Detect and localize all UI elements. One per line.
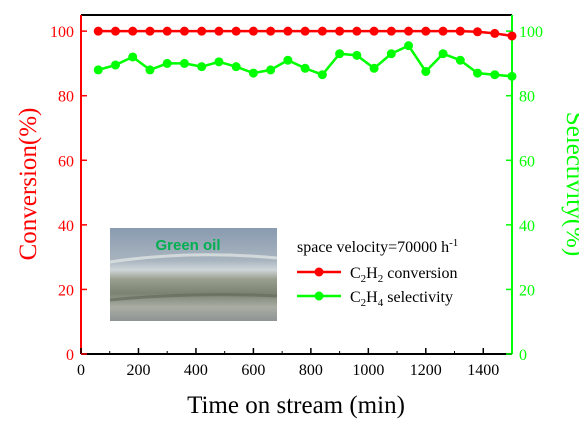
- x-tick-label: 0: [77, 362, 85, 379]
- data-point-selectivity: [179, 58, 189, 68]
- data-point-selectivity: [93, 65, 103, 75]
- data-point-conversion: [317, 26, 327, 36]
- data-point-conversion: [438, 26, 448, 36]
- data-point-conversion: [266, 26, 276, 36]
- legend-label-part: 2: [378, 273, 384, 285]
- legend-label-selectivity: C2​H4​ selectivity: [350, 289, 453, 309]
- x-tick-label: 600: [241, 362, 265, 379]
- legend-label-conversion: C2​H2​ conversion: [350, 265, 457, 285]
- data-point-selectivity: [352, 50, 362, 60]
- x-axis-title: Time on stream (min): [187, 392, 405, 419]
- data-point-conversion: [490, 28, 500, 38]
- x-tick-label: 200: [126, 362, 150, 379]
- left-y-tick-label: 100: [50, 24, 74, 41]
- data-point-conversion: [300, 26, 310, 36]
- data-point-conversion: [110, 26, 120, 36]
- data-point-selectivity: [317, 70, 327, 80]
- data-point-selectivity: [162, 58, 172, 68]
- legend-title-text: space velocity=70000 h: [297, 239, 449, 256]
- right-y-tick-label: 80: [519, 89, 535, 106]
- right-axis-title: Selectivity(%): [561, 112, 579, 256]
- legend-marker-conversion: [314, 267, 324, 277]
- x-tick-label: 1400: [467, 362, 499, 379]
- legend-label-part: H: [366, 265, 378, 282]
- legend-label-part: 4: [378, 297, 384, 309]
- data-point-conversion: [473, 27, 483, 37]
- data-point-selectivity: [490, 70, 500, 80]
- data-point-selectivity: [110, 60, 120, 70]
- inset-photo-streak: [109, 293, 278, 302]
- legend-title-superscript: -1: [449, 237, 458, 249]
- legend-label-part: conversion: [383, 265, 457, 282]
- right-y-tick-label: 0: [519, 347, 527, 364]
- x-tick-label: 800: [299, 362, 323, 379]
- data-point-conversion: [231, 26, 241, 36]
- inset-photo-streak: [109, 253, 278, 264]
- data-point-selectivity: [455, 55, 465, 65]
- data-point-conversion: [93, 26, 103, 36]
- data-point-selectivity: [507, 71, 517, 81]
- data-point-conversion: [145, 26, 155, 36]
- data-point-conversion: [421, 26, 431, 36]
- data-point-selectivity: [421, 67, 431, 76]
- data-point-conversion: [369, 26, 379, 36]
- data-point-selectivity: [248, 68, 258, 78]
- data-point-selectivity: [197, 62, 207, 72]
- legend-label-part: 2: [361, 273, 367, 285]
- left-y-tick-label: 40: [58, 218, 74, 235]
- data-point-conversion: [248, 26, 258, 36]
- data-point-selectivity: [214, 57, 224, 67]
- right-y-tick-label: 100: [519, 24, 543, 41]
- right-y-tick-label: 20: [519, 282, 535, 299]
- legend-label-part: C: [350, 265, 361, 282]
- data-point-selectivity: [335, 49, 345, 59]
- data-point-selectivity: [145, 65, 155, 75]
- legend-label-part: C: [350, 289, 361, 306]
- data-point-conversion: [507, 31, 517, 41]
- data-point-conversion: [197, 26, 207, 36]
- data-point-selectivity: [128, 52, 138, 62]
- data-point-conversion: [335, 26, 345, 36]
- left-y-tick-label: 80: [58, 89, 74, 106]
- data-point-selectivity: [369, 63, 379, 73]
- data-point-selectivity: [231, 62, 241, 72]
- inset-photo: Green oil: [109, 228, 278, 321]
- inset-image-label: Green oil: [155, 237, 220, 254]
- left-axis-title: Conversion(%): [15, 108, 42, 261]
- left-y-tick-label: 20: [58, 282, 74, 299]
- x-tick-label: 1200: [410, 362, 442, 379]
- left-y-tick-label: 60: [58, 153, 74, 170]
- legend-label-part: 2: [361, 297, 367, 309]
- data-point-conversion: [214, 26, 224, 36]
- data-point-conversion: [386, 26, 396, 36]
- data-point-conversion: [179, 26, 189, 36]
- right-y-tick-label: 40: [519, 218, 535, 235]
- legend-title: space velocity=70000 h-1: [297, 237, 458, 256]
- legend: space velocity=70000 h-1 C2​H2​ conversi…: [297, 237, 458, 309]
- inset-photo-background: [110, 228, 277, 321]
- data-point-selectivity: [266, 65, 276, 75]
- data-point-conversion: [404, 26, 414, 36]
- data-point-conversion: [162, 26, 172, 36]
- legend-label-part: H: [366, 289, 378, 306]
- data-point-selectivity: [283, 55, 293, 65]
- data-point-selectivity: [473, 68, 483, 78]
- data-point-selectivity: [438, 49, 448, 59]
- data-point-conversion: [283, 26, 293, 36]
- legend-marker-selectivity: [314, 291, 324, 301]
- x-tick-label: 1000: [352, 362, 384, 379]
- data-point-selectivity: [300, 63, 310, 73]
- left-y-tick-label: 0: [66, 347, 74, 364]
- data-point-selectivity: [386, 49, 396, 59]
- legend-label-part: selectivity: [383, 289, 453, 306]
- x-tick-label: 400: [184, 362, 208, 379]
- data-point-selectivity: [404, 41, 414, 51]
- data-point-conversion: [352, 26, 362, 36]
- data-point-conversion: [455, 26, 465, 36]
- right-y-tick-label: 60: [519, 153, 535, 170]
- data-point-conversion: [128, 26, 138, 36]
